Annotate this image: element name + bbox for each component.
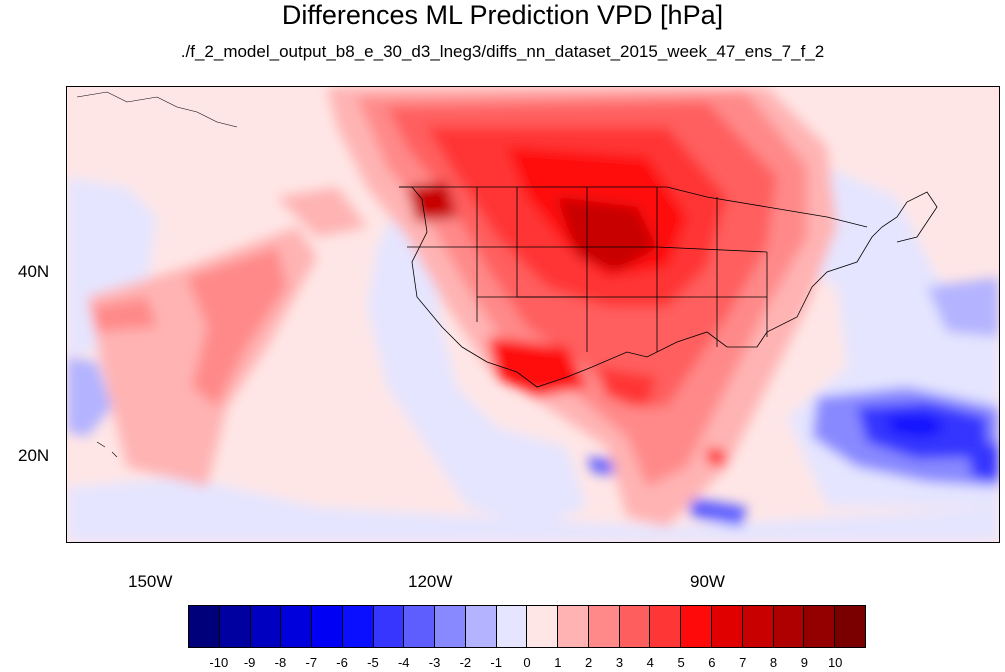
colorbar-segment: [312, 606, 343, 647]
colorbar-segment: [342, 606, 374, 647]
colorbar-label: -8: [274, 655, 287, 670]
colorbar-label: -6: [336, 655, 348, 670]
lat-tick-label: 20N: [18, 446, 50, 465]
colorbar-segment: [281, 606, 313, 647]
colorbar-segment: [804, 606, 836, 647]
colorbar-segment: [373, 606, 405, 647]
colorbar-label: -5: [367, 655, 379, 670]
colorbar-label: 4: [646, 655, 654, 670]
colorbar-label: -9: [243, 655, 256, 670]
colorbar-label: 0: [523, 655, 531, 670]
colorbar-segment: [681, 606, 713, 647]
colorbar-label: -3: [428, 655, 441, 670]
colorbar-segment: [404, 606, 436, 647]
colorbar-label: 2: [585, 655, 593, 670]
colorbar-label: 6: [708, 655, 716, 670]
colorbar-segment: [435, 606, 466, 647]
colorbar-segment: [250, 606, 282, 647]
colorbar-label: 8: [769, 655, 778, 670]
map-panel: [66, 86, 1000, 543]
colorbar-label: -1: [490, 655, 502, 670]
colorbar-label: -4: [397, 655, 410, 670]
colorbar-label: 5: [677, 655, 685, 670]
colorbar-segment: [835, 606, 865, 647]
colorbar: [188, 605, 866, 648]
colorbar-label: 9: [800, 655, 808, 670]
colorbar-label: 10: [827, 655, 843, 670]
colorbar-segment: [650, 606, 682, 647]
colorbar-label: 3: [615, 655, 624, 670]
lon-tick-label: 90W: [690, 572, 725, 591]
colorbar-segment: [712, 606, 743, 647]
colorbar-segment: [219, 606, 251, 647]
colorbar-segment: [742, 606, 774, 647]
colorbar-segment: [773, 606, 805, 647]
colorbar-label: -10: [209, 655, 229, 670]
colorbar-segment: [558, 606, 589, 647]
colorbar-segment: [189, 606, 220, 647]
colorbar-segment: [465, 606, 497, 647]
colorbar-label: -7: [305, 655, 318, 670]
plot-subtitle: ./f_2_model_output_b8_e_30_d3_lneg3/diff…: [180, 42, 825, 61]
colorbar-label: 7: [739, 655, 747, 670]
colorbar-label: 1: [554, 655, 562, 670]
lon-tick-label: 150W: [128, 572, 173, 591]
colorbar-label: -2: [459, 655, 472, 670]
lon-tick-label: 120W: [408, 572, 453, 591]
colorbar-segment: [619, 606, 651, 647]
coastline-outline: [399, 186, 938, 388]
colorbar-segment: [496, 606, 528, 647]
plot-title: Differences ML Prediction VPD [hPa]: [281, 0, 724, 30]
colorbar-segment: [527, 606, 559, 647]
colorbar-segment: [588, 606, 620, 647]
vpd-difference-field: [67, 87, 999, 542]
lat-tick-label: 40N: [18, 262, 50, 281]
